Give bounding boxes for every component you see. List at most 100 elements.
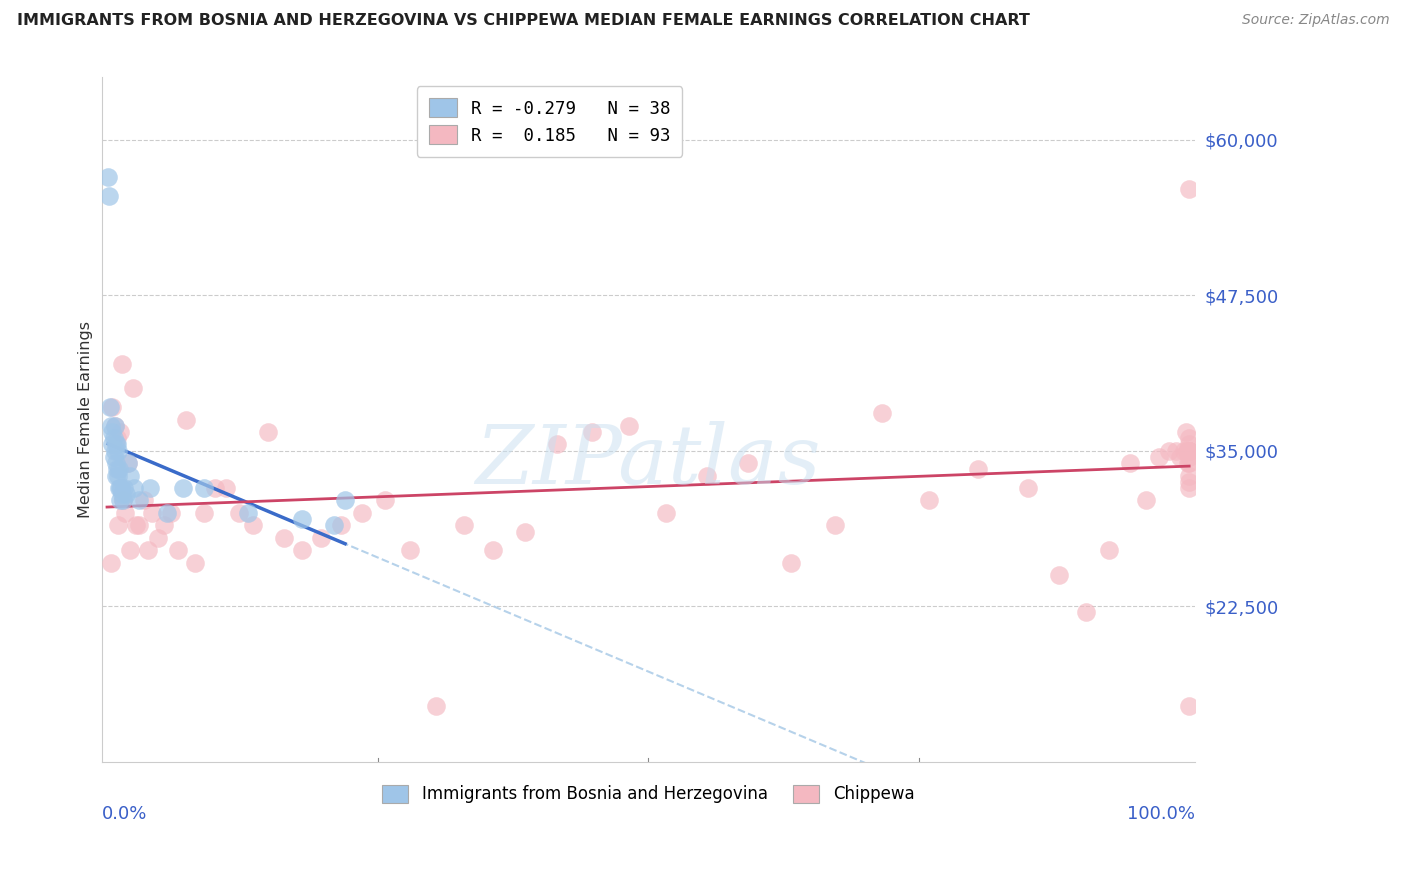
Point (228, 506, 250, 520)
Point (112, 493, 135, 508)
Point (105, 431, 128, 445)
Point (546, 437, 568, 451)
Point (132, 493, 155, 508)
Point (1178, 443, 1201, 458)
Point (1178, 443, 1201, 458)
Point (1147, 450, 1170, 464)
Point (1098, 543, 1121, 558)
Point (1178, 468, 1201, 483)
Point (104, 456, 127, 470)
Point (101, 425, 124, 439)
Point (1178, 443, 1201, 458)
Point (103, 431, 125, 445)
Point (1178, 475, 1201, 489)
Point (1178, 443, 1201, 458)
Point (1178, 431, 1201, 445)
Point (172, 481, 194, 495)
Point (128, 518, 150, 533)
Point (1178, 443, 1201, 458)
Point (1178, 443, 1201, 458)
Point (1178, 443, 1201, 458)
Point (1118, 456, 1140, 470)
Legend: Immigrants from Bosnia and Herzegovina, Chippewa: Immigrants from Bosnia and Herzegovina, … (374, 776, 922, 812)
Point (374, 493, 396, 508)
Text: 100.0%: 100.0% (1126, 805, 1195, 823)
Point (107, 468, 129, 483)
Point (117, 456, 139, 470)
Point (1178, 437, 1201, 451)
Text: Source: ZipAtlas.com: Source: ZipAtlas.com (1241, 13, 1389, 28)
Point (122, 481, 145, 495)
Point (329, 518, 352, 533)
Point (122, 382, 145, 396)
Point (103, 443, 125, 458)
Point (110, 481, 132, 495)
Point (1178, 443, 1201, 458)
Point (183, 556, 205, 570)
Point (125, 518, 148, 533)
Point (617, 418, 640, 433)
Point (453, 518, 475, 533)
Point (870, 406, 893, 420)
Point (1178, 443, 1201, 458)
Point (118, 543, 141, 558)
Point (97, 169, 120, 184)
Point (155, 506, 177, 520)
Point (105, 437, 128, 451)
Point (215, 481, 238, 495)
Point (107, 443, 129, 458)
Point (101, 437, 124, 451)
Point (160, 506, 183, 520)
Point (1178, 443, 1201, 458)
Point (100, 556, 122, 570)
Point (108, 425, 131, 439)
Point (737, 456, 759, 470)
Point (1178, 450, 1201, 464)
Point (141, 506, 163, 520)
Point (1175, 443, 1198, 458)
Point (204, 481, 226, 495)
Point (1178, 443, 1201, 458)
Point (242, 518, 264, 533)
Point (139, 481, 162, 495)
Point (352, 506, 374, 520)
Point (98, 400, 121, 414)
Point (1178, 443, 1201, 458)
Point (1178, 443, 1201, 458)
Point (101, 400, 124, 414)
Point (118, 468, 141, 483)
Point (655, 506, 678, 520)
Point (236, 506, 259, 520)
Point (1166, 443, 1188, 458)
Point (193, 481, 215, 495)
Point (291, 512, 314, 526)
Point (1178, 443, 1201, 458)
Point (117, 456, 139, 470)
Point (399, 543, 422, 558)
Point (100, 418, 122, 433)
Point (1076, 606, 1098, 620)
Point (257, 425, 280, 439)
Point (136, 543, 159, 558)
Point (1157, 443, 1180, 458)
Point (1135, 493, 1157, 508)
Point (146, 531, 169, 545)
Point (111, 487, 134, 501)
Point (1178, 443, 1201, 458)
Point (1178, 182, 1201, 196)
Point (174, 412, 197, 426)
Point (513, 524, 536, 539)
Point (1017, 481, 1039, 495)
Point (108, 493, 131, 508)
Point (425, 698, 447, 713)
Point (1178, 443, 1201, 458)
Point (167, 543, 190, 558)
Point (780, 556, 803, 570)
Point (104, 437, 127, 451)
Point (333, 493, 356, 508)
Point (98, 188, 121, 202)
Point (114, 506, 136, 520)
Point (1178, 443, 1201, 458)
Point (108, 462, 131, 476)
Point (323, 518, 346, 533)
